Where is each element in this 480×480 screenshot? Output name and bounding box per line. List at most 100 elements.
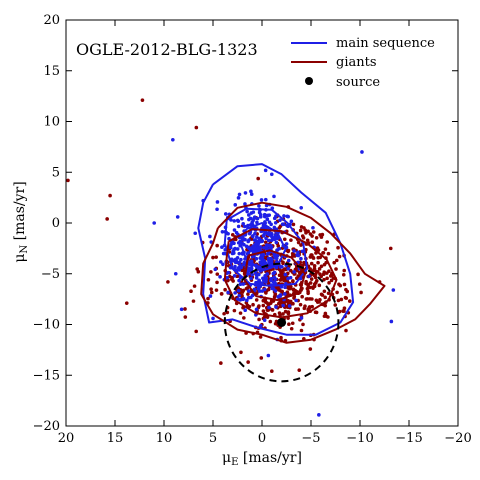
point-giants [246,360,250,364]
point-giants [223,288,227,292]
point-giants [287,312,291,316]
point-main-sequence [390,320,394,324]
y-tick-label: 15 [43,64,60,79]
point-main-sequence [300,316,304,320]
legend-label-main-sequence: main sequence [336,36,435,51]
point-giants [312,268,316,272]
point-giants [125,301,129,305]
point-main-sequence [274,277,278,281]
point-giants [209,270,213,274]
point-giants [306,290,310,294]
point-main-sequence [289,276,293,280]
point-giants [342,309,346,313]
point-main-sequence [221,262,225,266]
point-giants [389,247,393,251]
chart-title: OGLE-2012-BLG-1323 [76,40,258,59]
point-main-sequence [171,138,175,142]
point-giants [310,277,314,281]
point-main-sequence [290,219,294,223]
point-giants [259,356,263,360]
point-giants [291,302,295,306]
point-giants [308,306,312,310]
point-main-sequence [267,257,271,261]
point-giants [356,273,360,277]
point-giants [231,279,235,283]
point-main-sequence [247,289,251,293]
x-tick-label: −20 [444,431,471,446]
point-giants [215,281,219,285]
point-main-sequence [237,294,241,298]
x-axis-label-symbol: μ [222,450,231,466]
point-giants [286,250,290,254]
point-main-sequence [288,304,292,308]
point-main-sequence [274,221,278,225]
point-giants [298,271,302,275]
point-main-sequence [282,214,286,218]
point-giants [270,369,274,373]
point-main-sequence [287,259,291,263]
point-giants [315,236,319,240]
point-giants [193,284,197,288]
point-main-sequence [262,233,266,237]
point-giants [318,233,322,237]
point-main-sequence [256,217,260,221]
point-main-sequence [208,235,212,239]
point-giants [327,281,331,285]
point-main-sequence [237,225,241,229]
point-main-sequence [299,257,303,261]
point-main-sequence [247,213,251,217]
point-giants [242,316,246,320]
point-main-sequence [233,274,237,278]
point-main-sequence [243,308,247,312]
point-main-sequence [264,169,268,173]
point-giants [312,230,316,234]
y-tick-label: 20 [43,13,60,28]
point-main-sequence [252,210,256,214]
point-giants [300,295,304,299]
point-main-sequence [236,247,240,251]
point-giants [299,229,303,233]
point-main-sequence [260,289,264,293]
point-main-sequence [317,413,321,417]
x-tick-label: 15 [107,431,124,446]
y-tick-label: 10 [43,115,60,130]
source-point [277,318,286,327]
point-main-sequence [257,204,261,208]
point-giants [300,329,304,333]
point-giants [207,278,211,282]
point-giants [210,291,214,295]
legend-label-source: source [336,75,380,90]
point-main-sequence [237,196,241,200]
point-giants [327,252,331,256]
point-giants [325,240,329,244]
point-main-sequence [193,231,197,235]
point-giants [335,291,339,295]
point-main-sequence [286,267,290,271]
point-giants [274,322,278,326]
point-giants [296,307,300,311]
point-giants [316,256,320,260]
point-giants [283,237,287,241]
point-main-sequence [285,242,289,246]
point-giants [310,262,314,266]
point-giants [261,304,265,308]
point-main-sequence [241,298,245,302]
point-main-sequence [307,275,311,279]
point-main-sequence [267,239,271,243]
point-giants [313,285,317,289]
y-tick-label: 5 [52,165,60,180]
point-giants [342,269,346,273]
point-main-sequence [275,241,279,245]
point-main-sequence [274,256,278,260]
point-main-sequence [232,219,236,223]
point-main-sequence [229,246,233,250]
point-giants [255,298,259,302]
point-giants [306,283,310,287]
point-giants [209,287,213,291]
point-giants [233,309,237,313]
point-giants [313,264,317,268]
point-main-sequence [218,275,222,279]
point-main-sequence [240,266,244,270]
point-main-sequence [247,272,251,276]
y-axis-label-unit: [mas/yr] [12,181,28,245]
